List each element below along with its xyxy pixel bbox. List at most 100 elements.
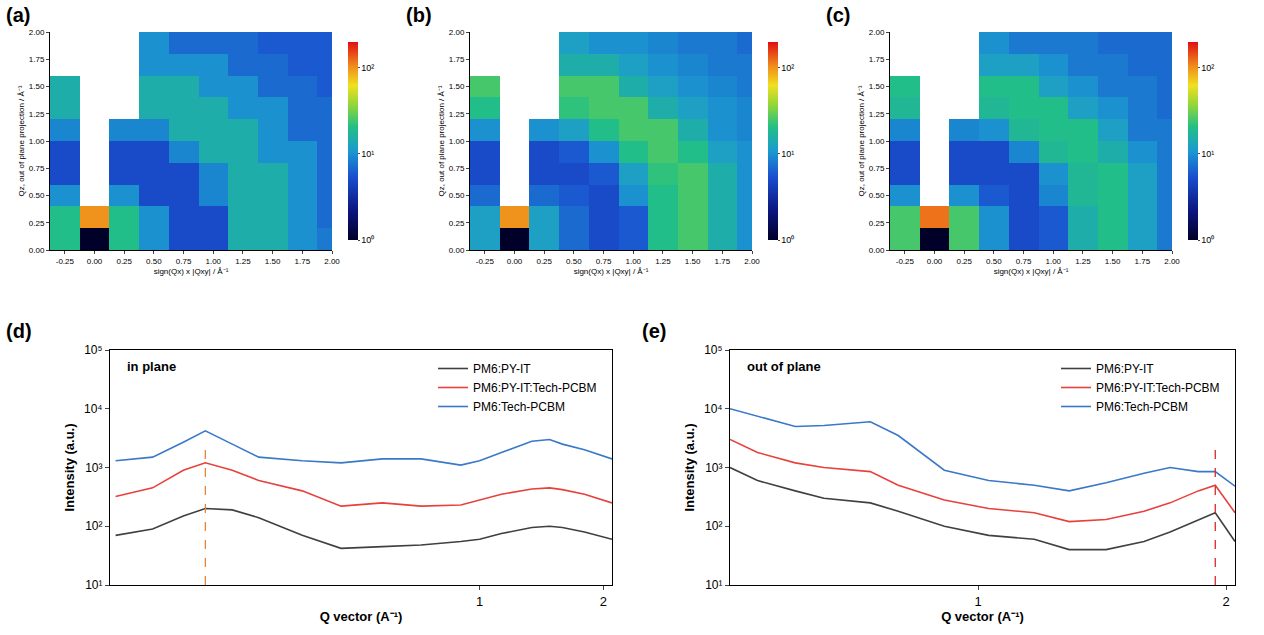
svg-text:-0.25: -0.25	[896, 257, 915, 266]
svg-text:2.00: 2.00	[29, 28, 45, 37]
svg-text:1.50: 1.50	[449, 82, 465, 91]
svg-text:1.25: 1.25	[29, 110, 45, 119]
svg-text:(a): (a)	[6, 4, 30, 26]
svg-text:10¹: 10¹	[781, 149, 794, 159]
svg-text:PM6:Tech-PCBM: PM6:Tech-PCBM	[473, 400, 565, 414]
svg-text:-0.25: -0.25	[56, 257, 75, 266]
svg-text:1.75: 1.75	[869, 55, 885, 64]
svg-text:10⁵: 10⁵	[704, 343, 722, 357]
svg-text:0.00: 0.00	[507, 257, 523, 266]
svg-text:Qz, out of plane projection /: Qz, out of plane projection / Å⁻¹	[437, 85, 446, 196]
svg-text:10⁵: 10⁵	[84, 343, 102, 357]
svg-text:1.75: 1.75	[295, 257, 311, 266]
svg-text:0.50: 0.50	[869, 191, 885, 200]
svg-text:10⁴: 10⁴	[704, 402, 723, 416]
svg-text:0.50: 0.50	[986, 257, 1002, 266]
svg-text:0.00: 0.00	[927, 257, 943, 266]
svg-text:0.00: 0.00	[869, 246, 885, 255]
svg-text:10¹: 10¹	[361, 149, 374, 159]
svg-text:-0.25: -0.25	[476, 257, 495, 266]
svg-text:1.00: 1.00	[29, 137, 45, 146]
svg-text:10²: 10²	[85, 519, 102, 533]
svg-text:0.75: 0.75	[596, 257, 612, 266]
svg-text:sign(Qx) x |Qxy| / Å⁻¹: sign(Qx) x |Qxy| / Å⁻¹	[154, 267, 229, 276]
svg-text:sign(Qx) x |Qxy| / Å⁻¹: sign(Qx) x |Qxy| / Å⁻¹	[574, 267, 649, 276]
svg-text:1: 1	[974, 594, 981, 609]
svg-text:Qz, out of plane projection /: Qz, out of plane projection / Å⁻¹	[17, 85, 26, 196]
svg-text:0.25: 0.25	[956, 257, 972, 266]
svg-text:1.00: 1.00	[205, 257, 221, 266]
svg-text:2.00: 2.00	[449, 28, 465, 37]
svg-text:PM6:PY-IT: PM6:PY-IT	[473, 362, 531, 376]
svg-text:1.50: 1.50	[869, 82, 885, 91]
svg-text:10³: 10³	[705, 461, 722, 475]
svg-text:1.25: 1.25	[655, 257, 671, 266]
svg-text:0.00: 0.00	[87, 257, 103, 266]
svg-text:10⁴: 10⁴	[84, 402, 103, 416]
svg-text:(b): (b)	[406, 4, 432, 26]
svg-text:1.25: 1.25	[869, 110, 885, 119]
svg-text:0.75: 0.75	[29, 164, 45, 173]
svg-text:Q vector (A⁻¹): Q vector (A⁻¹)	[941, 609, 1024, 624]
svg-text:(c): (c)	[826, 4, 850, 26]
svg-text:10³: 10³	[85, 461, 102, 475]
svg-text:0.50: 0.50	[29, 191, 45, 200]
svg-text:10²: 10²	[1201, 63, 1214, 73]
svg-text:Qz, out of plane projection /: Qz, out of plane projection / Å⁻¹	[857, 85, 866, 196]
svg-text:10¹: 10¹	[85, 578, 102, 592]
svg-text:1.50: 1.50	[1105, 257, 1121, 266]
svg-text:1.00: 1.00	[449, 137, 465, 146]
svg-text:1.50: 1.50	[265, 257, 281, 266]
svg-text:in plane: in plane	[127, 359, 176, 374]
svg-text:10¹: 10¹	[705, 578, 722, 592]
svg-text:0.75: 0.75	[1016, 257, 1032, 266]
svg-text:0.25: 0.25	[449, 219, 465, 228]
svg-text:PM6:PY-IT:Tech-PCBM: PM6:PY-IT:Tech-PCBM	[473, 381, 597, 395]
svg-text:1.00: 1.00	[1045, 257, 1061, 266]
svg-text:10⁰: 10⁰	[781, 235, 794, 245]
svg-text:0.25: 0.25	[536, 257, 552, 266]
svg-text:0.75: 0.75	[449, 164, 465, 173]
svg-text:1.50: 1.50	[685, 257, 701, 266]
svg-text:10⁰: 10⁰	[361, 235, 374, 245]
svg-text:1.25: 1.25	[235, 257, 251, 266]
svg-text:1.00: 1.00	[869, 137, 885, 146]
svg-text:(e): (e)	[642, 320, 666, 342]
svg-text:2.00: 2.00	[869, 28, 885, 37]
svg-text:1.75: 1.75	[715, 257, 731, 266]
svg-text:2: 2	[1223, 594, 1230, 609]
svg-text:0.75: 0.75	[869, 164, 885, 173]
svg-text:PM6:PY-IT:Tech-PCBM: PM6:PY-IT:Tech-PCBM	[1096, 381, 1220, 395]
svg-text:0.75: 0.75	[176, 257, 192, 266]
svg-text:0.00: 0.00	[449, 246, 465, 255]
svg-text:2.00: 2.00	[324, 257, 340, 266]
svg-text:2: 2	[600, 594, 607, 609]
svg-text:1.75: 1.75	[29, 55, 45, 64]
svg-text:10²: 10²	[361, 63, 374, 73]
svg-text:Intensity (a.u.): Intensity (a.u.)	[62, 423, 77, 511]
svg-text:Q vector (A⁻¹): Q vector (A⁻¹)	[320, 609, 403, 624]
svg-text:out of plane: out of plane	[747, 359, 821, 374]
svg-text:1.25: 1.25	[1075, 257, 1091, 266]
svg-text:1: 1	[476, 594, 483, 609]
svg-text:1.25: 1.25	[449, 110, 465, 119]
svg-text:1.75: 1.75	[449, 55, 465, 64]
svg-text:0.25: 0.25	[116, 257, 132, 266]
svg-text:sign(Qx) x |Qxy| / Å⁻¹: sign(Qx) x |Qxy| / Å⁻¹	[994, 267, 1069, 276]
svg-text:0.25: 0.25	[869, 219, 885, 228]
svg-text:10²: 10²	[705, 519, 722, 533]
svg-text:Intensity (a.u.): Intensity (a.u.)	[682, 423, 697, 511]
svg-text:PM6:Tech-PCBM: PM6:Tech-PCBM	[1096, 400, 1188, 414]
svg-text:10¹: 10¹	[1201, 149, 1214, 159]
svg-text:0.50: 0.50	[449, 191, 465, 200]
svg-text:10⁰: 10⁰	[1201, 235, 1214, 245]
svg-text:(d): (d)	[6, 320, 32, 342]
svg-text:0.00: 0.00	[29, 246, 45, 255]
svg-text:0.25: 0.25	[29, 219, 45, 228]
svg-text:1.50: 1.50	[29, 82, 45, 91]
svg-text:1.75: 1.75	[1135, 257, 1151, 266]
svg-text:2.00: 2.00	[1164, 257, 1180, 266]
svg-text:2.00: 2.00	[744, 257, 760, 266]
svg-text:PM6:PY-IT: PM6:PY-IT	[1096, 362, 1154, 376]
svg-text:10²: 10²	[781, 63, 794, 73]
